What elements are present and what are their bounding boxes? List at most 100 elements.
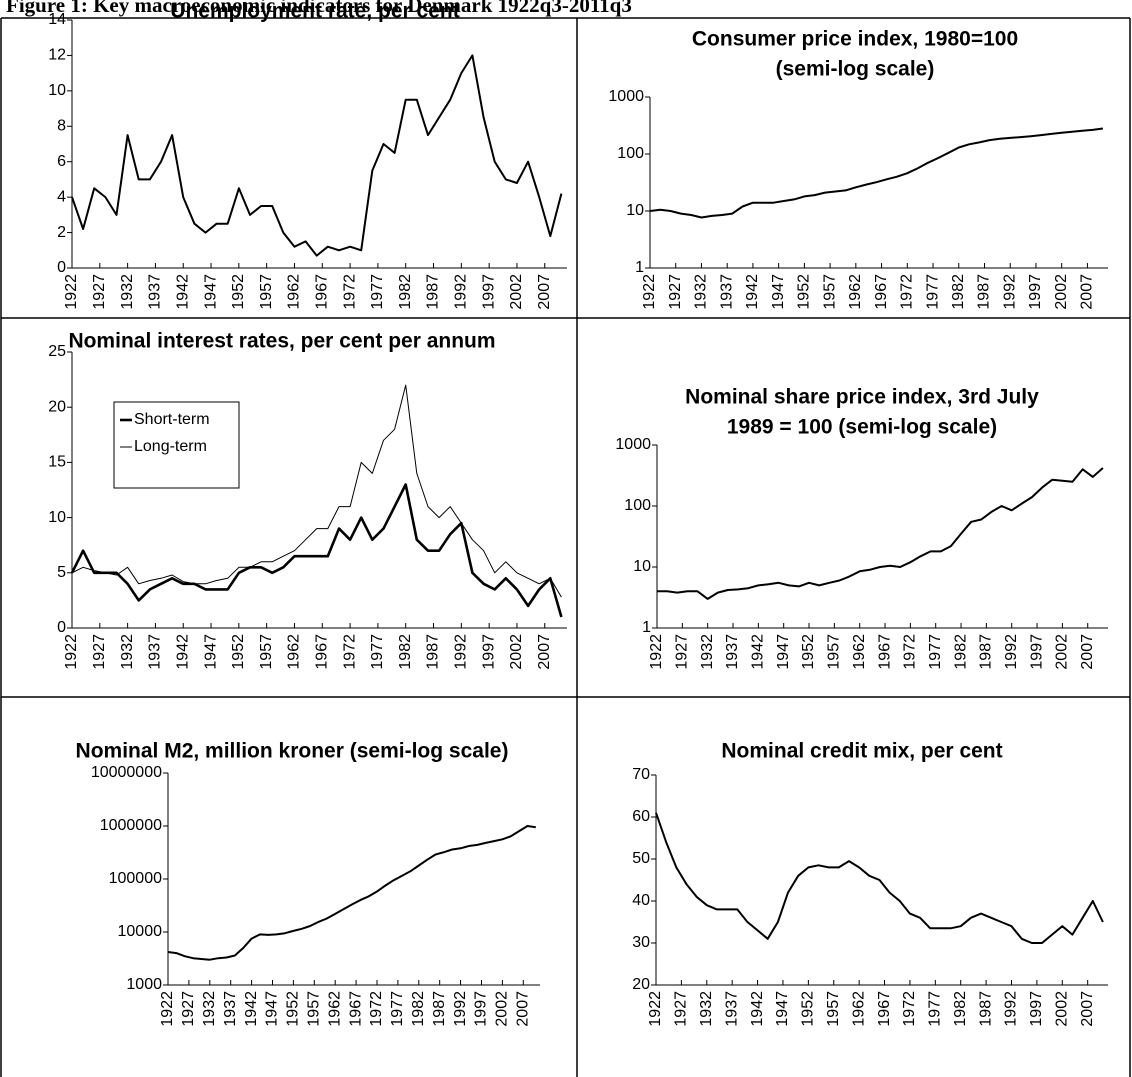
legend-label: Long-term xyxy=(134,438,207,455)
legend-label: Short-term xyxy=(134,411,210,428)
x-tick-label: 1992 xyxy=(453,634,470,670)
x-tick-label: 1947 xyxy=(770,274,787,310)
x-tick-label: 1922 xyxy=(63,274,80,310)
x-tick-label: 1942 xyxy=(750,634,767,670)
x-tick-label: 1937 xyxy=(723,991,740,1027)
x-tick-label: 1992 xyxy=(452,991,469,1027)
x-tick-label: 1967 xyxy=(873,274,890,310)
y-tick-label: 20 xyxy=(48,398,66,415)
x-tick-label: 1997 xyxy=(480,634,497,670)
y-tick-label: 10 xyxy=(626,202,644,219)
x-tick-label: 1977 xyxy=(389,991,406,1027)
x-tick-label: 1932 xyxy=(119,274,136,310)
y-tick-label: 100 xyxy=(624,497,651,514)
x-tick-label: 1932 xyxy=(699,634,716,670)
x-tick-label: 1957 xyxy=(258,634,275,670)
data-line xyxy=(655,812,1104,944)
chart-title: Nominal credit mix, per cent xyxy=(721,740,1002,763)
x-tick-label: 1997 xyxy=(480,274,497,310)
x-tick-label: 1987 xyxy=(425,634,442,670)
x-tick-label: 1927 xyxy=(91,634,108,670)
x-tick-label: 2002 xyxy=(494,991,511,1027)
x-tick-label: 1967 xyxy=(313,634,330,670)
x-tick-label: 2002 xyxy=(1054,634,1071,670)
figure-title: Figure 1: Key macroeconomic indicators f… xyxy=(6,0,632,17)
x-tick-label: 1957 xyxy=(258,274,275,310)
x-tick-label: 1992 xyxy=(1003,634,1020,670)
y-tick-label: 15 xyxy=(48,454,66,471)
x-tick-label: 1972 xyxy=(341,634,358,670)
x-tick-label: 1927 xyxy=(673,991,690,1027)
x-tick-label: 1957 xyxy=(306,991,323,1027)
chart-title: Consumer price index, 1980=100 xyxy=(692,28,1018,51)
x-tick-label: 1962 xyxy=(286,634,303,670)
x-tick-label: 1982 xyxy=(950,274,967,310)
x-tick-label: 1997 xyxy=(473,991,490,1027)
x-tick-label: 1927 xyxy=(667,274,684,310)
x-tick-label: 1932 xyxy=(698,991,715,1027)
y-tick-label: 10 xyxy=(633,558,651,575)
x-tick-label: 1962 xyxy=(850,991,867,1027)
x-tick-label: 1937 xyxy=(718,274,735,310)
x-tick-label: 2007 xyxy=(514,991,531,1027)
chart-title: Nominal M2, million kroner (semi-log sca… xyxy=(76,740,509,763)
legend-box xyxy=(113,401,240,489)
x-tick-label: 1962 xyxy=(851,634,868,670)
y-tick-label: 6 xyxy=(57,153,66,170)
x-tick-label: 1942 xyxy=(744,274,761,310)
x-tick-label: 1967 xyxy=(876,991,893,1027)
y-tick-label: 10000 xyxy=(118,923,163,940)
y-tick-label: 0 xyxy=(57,619,66,636)
data-line xyxy=(657,467,1104,600)
x-tick-label: 1952 xyxy=(230,634,247,670)
x-tick-label: 2002 xyxy=(508,634,525,670)
x-tick-label: 1947 xyxy=(264,991,281,1027)
x-tick-label: 1997 xyxy=(1028,634,1045,670)
data-line xyxy=(70,483,563,618)
x-tick-label: 1932 xyxy=(201,991,218,1027)
y-tick-label: 50 xyxy=(632,850,650,867)
chart-title: 1989 = 100 (semi-log scale) xyxy=(727,416,997,439)
x-tick-label: 1942 xyxy=(174,274,191,310)
x-tick-label: 1927 xyxy=(91,274,108,310)
x-tick-label: 1987 xyxy=(978,634,995,670)
x-tick-label: 1962 xyxy=(326,991,343,1027)
y-tick-label: 1000 xyxy=(608,88,644,105)
x-tick-label: 1987 xyxy=(431,991,448,1027)
y-tick-label: 10 xyxy=(48,82,66,99)
chart-title: Unemployment rate, per cent xyxy=(170,0,459,23)
x-tick-label: 1972 xyxy=(368,991,385,1027)
x-tick-label: 1927 xyxy=(674,634,691,670)
x-tick-label: 1987 xyxy=(425,274,442,310)
x-tick-label: 1942 xyxy=(749,991,766,1027)
y-tick-label: 60 xyxy=(632,808,650,825)
x-tick-label: 1987 xyxy=(976,274,993,310)
x-tick-label: 2002 xyxy=(1054,991,1071,1027)
x-tick-label: 1977 xyxy=(924,274,941,310)
chart-title: Nominal interest rates, per cent per ann… xyxy=(68,330,495,353)
x-tick-label: 1967 xyxy=(876,634,893,670)
x-tick-label: 1972 xyxy=(341,274,358,310)
x-tick-label: 1977 xyxy=(927,634,944,670)
x-tick-label: 1992 xyxy=(453,274,470,310)
x-tick-label: 1937 xyxy=(147,634,164,670)
x-tick-label: 1932 xyxy=(693,274,710,310)
y-tick-label: 20 xyxy=(632,976,650,993)
x-tick-label: 1957 xyxy=(826,634,843,670)
x-tick-label: 2002 xyxy=(508,274,525,310)
y-tick-label: 70 xyxy=(632,766,650,783)
x-tick-label: 1952 xyxy=(230,274,247,310)
y-tick-label: 12 xyxy=(48,47,66,64)
x-tick-label: 1957 xyxy=(821,274,838,310)
x-tick-label: 2007 xyxy=(536,274,553,310)
x-tick-label: 1937 xyxy=(147,274,164,310)
x-tick-label: 1972 xyxy=(902,634,919,670)
x-tick-label: 1992 xyxy=(1001,274,1018,310)
x-tick-label: 1982 xyxy=(952,634,969,670)
x-tick-label: 1952 xyxy=(800,991,817,1027)
x-tick-label: 1952 xyxy=(796,274,813,310)
data-line xyxy=(167,825,536,961)
x-tick-label: 2007 xyxy=(1079,634,1096,670)
x-tick-label: 1922 xyxy=(159,991,176,1027)
x-tick-label: 1947 xyxy=(202,634,219,670)
